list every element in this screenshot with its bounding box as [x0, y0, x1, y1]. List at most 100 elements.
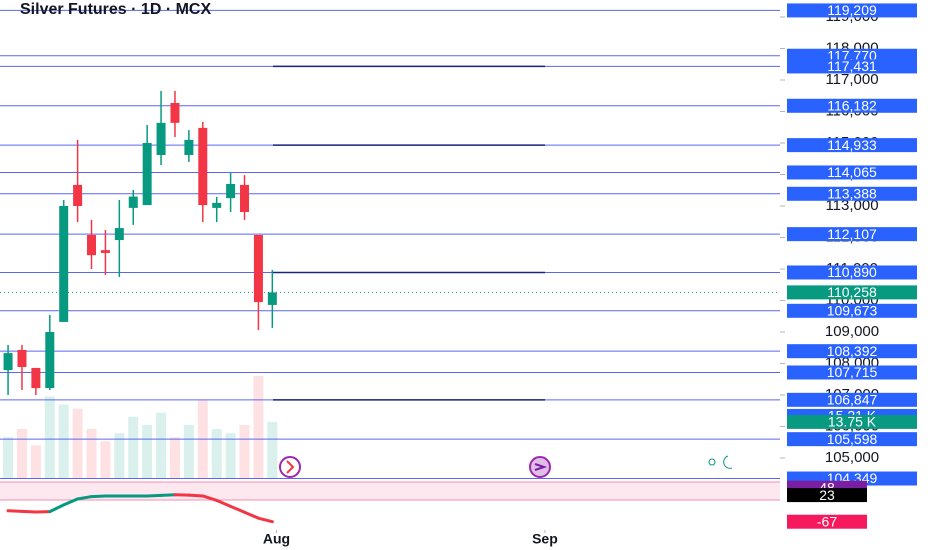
oscillator — [6, 493, 274, 524]
level-label-box — [787, 432, 917, 447]
level-label-box — [787, 227, 917, 242]
level-label: 106,847 — [827, 392, 878, 408]
candle-body — [128, 196, 138, 208]
candle-body — [3, 353, 13, 371]
candle-body — [17, 349, 27, 367]
y-tick-label: 113,000 — [825, 197, 878, 214]
volume-bar — [72, 408, 83, 478]
icon-glyph — [286, 460, 295, 474]
level-label: 116,182 — [827, 97, 877, 113]
x-tick-label: Sep — [532, 531, 558, 547]
oscillator-segment — [159, 493, 177, 497]
moon-icon[interactable] — [723, 455, 733, 469]
volume-bar — [86, 429, 97, 478]
volume-bar — [16, 429, 27, 478]
chart-title: Silver Futures · 1D · MCX — [20, 1, 211, 18]
volume-bar — [211, 429, 222, 478]
candle-body — [59, 206, 69, 322]
oscillator-segment — [201, 494, 219, 502]
level-label: 113,388 — [827, 185, 877, 201]
sun-icon[interactable] — [708, 458, 716, 466]
volume-bar — [253, 375, 264, 478]
oscillator-segment — [6, 509, 24, 513]
candle-body — [114, 228, 124, 241]
oscillator-label: -67 — [817, 513, 837, 529]
candle-body — [170, 103, 180, 123]
level-label-box — [787, 48, 917, 63]
level-label: 107,715 — [827, 364, 878, 380]
candle-body — [240, 184, 250, 212]
oscillator-segment — [76, 495, 94, 501]
level-label-box — [787, 138, 917, 153]
oscillator-segment — [243, 510, 260, 520]
volume-bar — [58, 404, 69, 478]
oscillator-segment — [256, 516, 274, 524]
level-label-box — [787, 3, 917, 18]
level-label-box — [787, 165, 917, 180]
icon-circle[interactable] — [529, 456, 551, 478]
y-tick-label: 105,000 — [825, 449, 879, 466]
candle-body — [198, 127, 208, 206]
icon-circle[interactable] — [279, 456, 301, 478]
level-label-box — [787, 98, 917, 113]
volume-bar — [128, 416, 139, 478]
session-icons[interactable] — [708, 455, 733, 469]
price-label: 110,258 — [827, 284, 877, 300]
level-label: 108,392 — [827, 343, 878, 359]
level-label: 109,673 — [827, 303, 878, 319]
oscillator-segment — [215, 498, 233, 508]
level-label-box — [787, 392, 917, 407]
level-label-box — [787, 265, 917, 280]
candle-body — [226, 183, 236, 199]
volume-bar — [114, 433, 125, 478]
x-tick-label: Aug — [263, 531, 290, 547]
oscillator-segment — [187, 493, 205, 498]
oscillator-segment — [62, 497, 80, 507]
volume-label-box — [787, 414, 917, 429]
level-label: 112,107 — [827, 226, 877, 242]
candle-body — [73, 184, 83, 207]
volume-bar — [30, 445, 41, 478]
level-label: 114,065 — [827, 164, 877, 180]
level-label-box — [787, 59, 917, 74]
price-label-box — [787, 285, 917, 300]
y-tick-label: 117,000 — [825, 71, 878, 88]
candle-body — [253, 234, 263, 303]
level-label: 114,933 — [827, 137, 877, 153]
candles — [3, 91, 277, 396]
oscillator-segment — [145, 493, 163, 498]
forward-icon[interactable] — [529, 456, 551, 478]
volume-bar — [156, 412, 167, 478]
level-label: 119,209 — [827, 2, 877, 18]
volume-bar — [3, 437, 14, 478]
volume-bar — [100, 441, 111, 478]
candle-body — [267, 292, 277, 305]
oscillator-label: 23 — [819, 487, 835, 503]
level-label: 110,890 — [827, 264, 877, 280]
oscillator-label-box — [787, 488, 867, 503]
candle-body — [212, 202, 222, 208]
y-tick-label: 109,000 — [825, 323, 879, 340]
candle-body — [156, 122, 166, 155]
replay-icon[interactable] — [279, 456, 301, 478]
volume-bar — [183, 424, 194, 478]
oscillator-segment — [48, 503, 66, 514]
level-label: 105,598 — [827, 431, 878, 447]
icon-glyph — [534, 463, 548, 471]
volume-bar — [169, 437, 180, 478]
candle-body — [100, 250, 110, 253]
volume-bar — [44, 396, 55, 478]
volume-bar — [267, 421, 278, 478]
oscillator-segment — [90, 494, 107, 499]
volume-label: 13.75 K — [828, 414, 877, 430]
level-label-box — [787, 344, 917, 359]
candle-body — [184, 139, 194, 155]
candle-body — [45, 332, 55, 389]
level-label-box — [787, 186, 917, 201]
level-label-box — [787, 303, 917, 318]
level-label-box — [787, 365, 917, 380]
volume-bar — [142, 424, 153, 478]
